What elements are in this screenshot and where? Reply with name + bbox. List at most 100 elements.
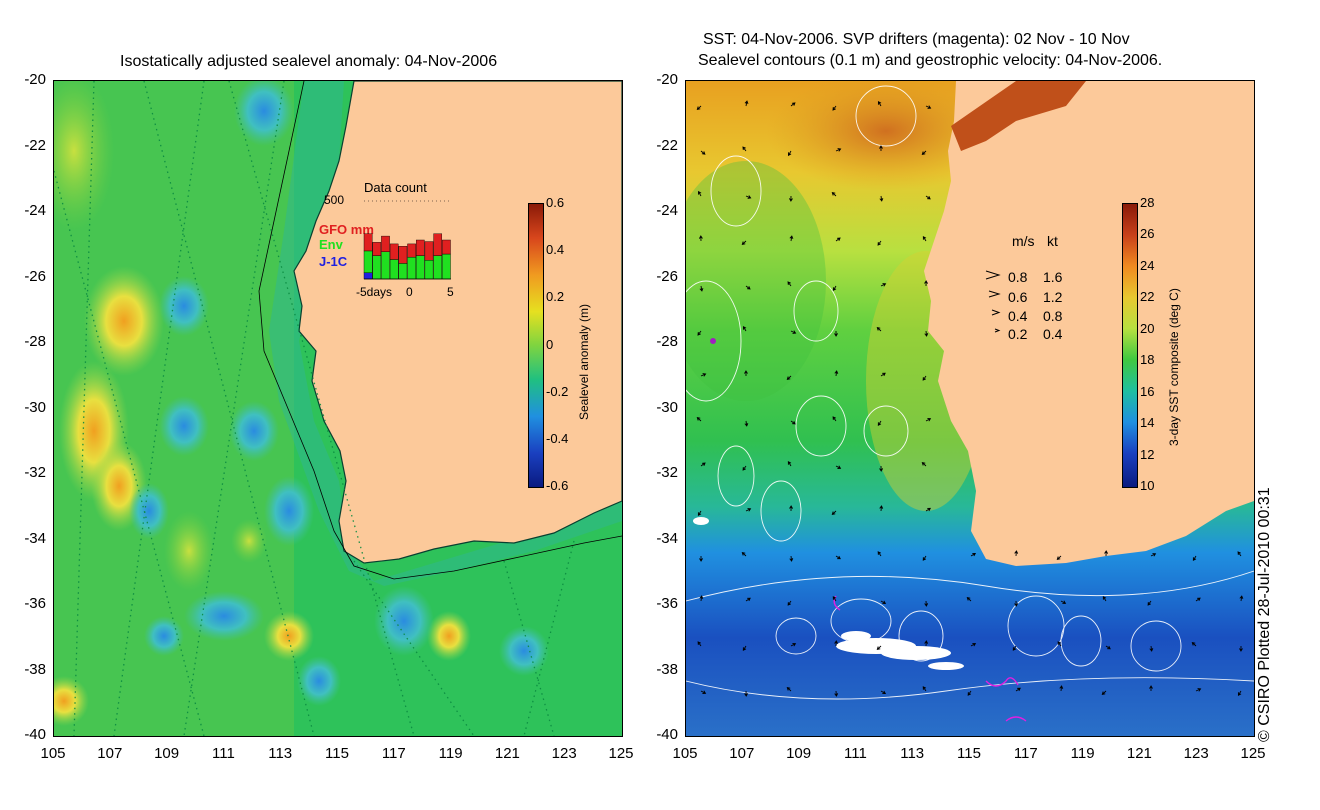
sst-map-graphic (686, 81, 1254, 736)
velocity-arrow (1237, 690, 1242, 697)
right_panel-colorbar-tick: 12 (1140, 446, 1155, 462)
inset-bars (363, 233, 451, 280)
velocity-legend-ms-3: 0.2 (1008, 326, 1028, 342)
left_panel-ytick: -34 (24, 529, 46, 547)
velocity-arrow (834, 330, 838, 337)
velocity-arrow (789, 555, 794, 562)
right_panel-colorbar-tick: 20 (1140, 320, 1155, 336)
velocity-arrow (922, 236, 927, 242)
inset-xtick-left: -5days (356, 285, 392, 299)
right_panel-ytick: -32 (656, 464, 678, 481)
velocity-arrow (880, 690, 887, 695)
velocity-arrow (790, 102, 796, 107)
right_panel-ytick: -34 (656, 529, 678, 547)
right_panel-ytick: -20 (656, 71, 678, 88)
right_panel-xtick: 121 (1126, 745, 1152, 762)
velocity-arrow (1239, 595, 1244, 602)
velocity-arrow (787, 281, 792, 287)
left-map-title: Isostatically adjusted sealevel anomaly:… (120, 53, 498, 70)
velocity-arrow (924, 640, 929, 647)
left_panel-xtick: 105 (40, 745, 66, 762)
left_panel-ytick: -40 (24, 726, 46, 743)
right_panel-xtick: 115 (957, 745, 981, 762)
right_panel-colorbar-tick: 18 (1140, 352, 1155, 368)
velocity-arrow (741, 240, 747, 245)
inset-series-j1c: J-1C (319, 254, 348, 269)
velocity-arrow (832, 416, 837, 422)
sst-colorbar (1122, 203, 1138, 488)
velocity-arrow (1057, 641, 1062, 647)
left_panel-xtick: 115 (325, 745, 349, 762)
left_panel-colorbar-tick: 0.4 (546, 242, 565, 258)
left_panel-ytick: -26 (24, 267, 46, 285)
right_panel-colorbar-tick: 22 (1140, 289, 1155, 305)
right_panel-xtick: 125 (1240, 745, 1266, 762)
velocity-arrow (921, 150, 927, 155)
velocity-arrow (787, 150, 792, 157)
velocity-arrow (744, 420, 749, 427)
right_panel-ytick: -38 (656, 660, 678, 678)
velocity-legend-kt-0: 1.6 (1043, 269, 1063, 285)
right_panel-xtick: 119 (1070, 745, 1095, 762)
sla-colorbar-label: Sealevel anomaly (m) (577, 303, 591, 420)
velocity-arrow (1191, 642, 1197, 647)
velocity-arrow (744, 100, 749, 107)
inset-bar-env (407, 256, 416, 280)
left_panel-xtick: 111 (211, 745, 235, 762)
velocity-arrow (879, 505, 884, 512)
velocity-arrow (924, 600, 929, 607)
velocity-arrow (1192, 555, 1197, 561)
inset-bar-j1c (363, 272, 373, 280)
left_panel-ytick: -20 (24, 71, 46, 88)
inset-bar-gfo (442, 239, 451, 255)
velocity-arrow (876, 327, 882, 332)
velocity-arrow (790, 643, 797, 647)
right_panel-ytick: -28 (656, 333, 678, 350)
inset-xtick-right: 5 (447, 285, 454, 299)
velocity-arrow (834, 640, 839, 647)
inset-bar-gfo (381, 235, 390, 252)
left_panel-ytick: -38 (24, 660, 46, 678)
left_panel-xtick: 113 (268, 745, 293, 762)
velocity-arrow (787, 600, 792, 606)
velocity-arrow (745, 508, 752, 512)
right-map-title-line1: SST: 04-Nov-2006. SVP drifters (magenta)… (703, 31, 1130, 48)
velocity-legend: m/s kt 0.8 1.6 0.6 1.2 0.4 0.8 0.2 0.4 (985, 233, 1063, 342)
velocity-arrow (924, 280, 928, 287)
velocity-arrow (741, 552, 747, 557)
right_panel-ytick: -26 (656, 267, 678, 285)
velocity-legend-arrow-0.6 (988, 290, 1001, 298)
velocity-arrow (699, 555, 703, 562)
velocity-arrow (699, 595, 704, 602)
velocity-arrow (1015, 687, 1021, 692)
velocity-arrow (925, 507, 931, 512)
velocity-arrow (700, 690, 707, 694)
right_panel-xtick: 123 (1183, 745, 1209, 762)
right_panel-ytick: -22 (656, 136, 678, 154)
inset-bar-env (372, 255, 382, 280)
sst-map: m/s kt 0.8 1.6 0.6 1.2 0.4 0.8 0.2 0.4 (685, 80, 1255, 737)
left_panel-ytick: -24 (24, 202, 46, 219)
left_panel-xtick: 109 (154, 745, 180, 762)
velocity-arrow (1237, 551, 1242, 557)
velocity-arrow (742, 465, 747, 471)
velocity-arrow (1150, 553, 1157, 557)
velocity-arrow (832, 596, 837, 602)
velocity-arrow (970, 552, 977, 557)
velocity-arrow (697, 190, 702, 197)
sla-colorbar (528, 203, 544, 488)
sealevel-anomaly-map-graphic (54, 81, 622, 736)
velocity-arrow (924, 330, 929, 337)
velocity-arrow (1014, 600, 1019, 607)
velocity-arrow (786, 687, 792, 692)
inset-bar-gfo (389, 243, 399, 260)
left_panel-colorbar-tick: -0.6 (546, 478, 569, 493)
velocity-arrow (1195, 688, 1202, 692)
velocity-arrow (1060, 600, 1067, 604)
left_panel-xtick: 123 (551, 745, 577, 762)
velocity-legend-ms-1: 0.6 (1008, 289, 1028, 305)
velocity-arrow (877, 551, 882, 557)
inset-ymax-label: 500 (324, 193, 344, 207)
velocity-arrow (789, 505, 793, 512)
velocity-arrow (744, 690, 749, 697)
